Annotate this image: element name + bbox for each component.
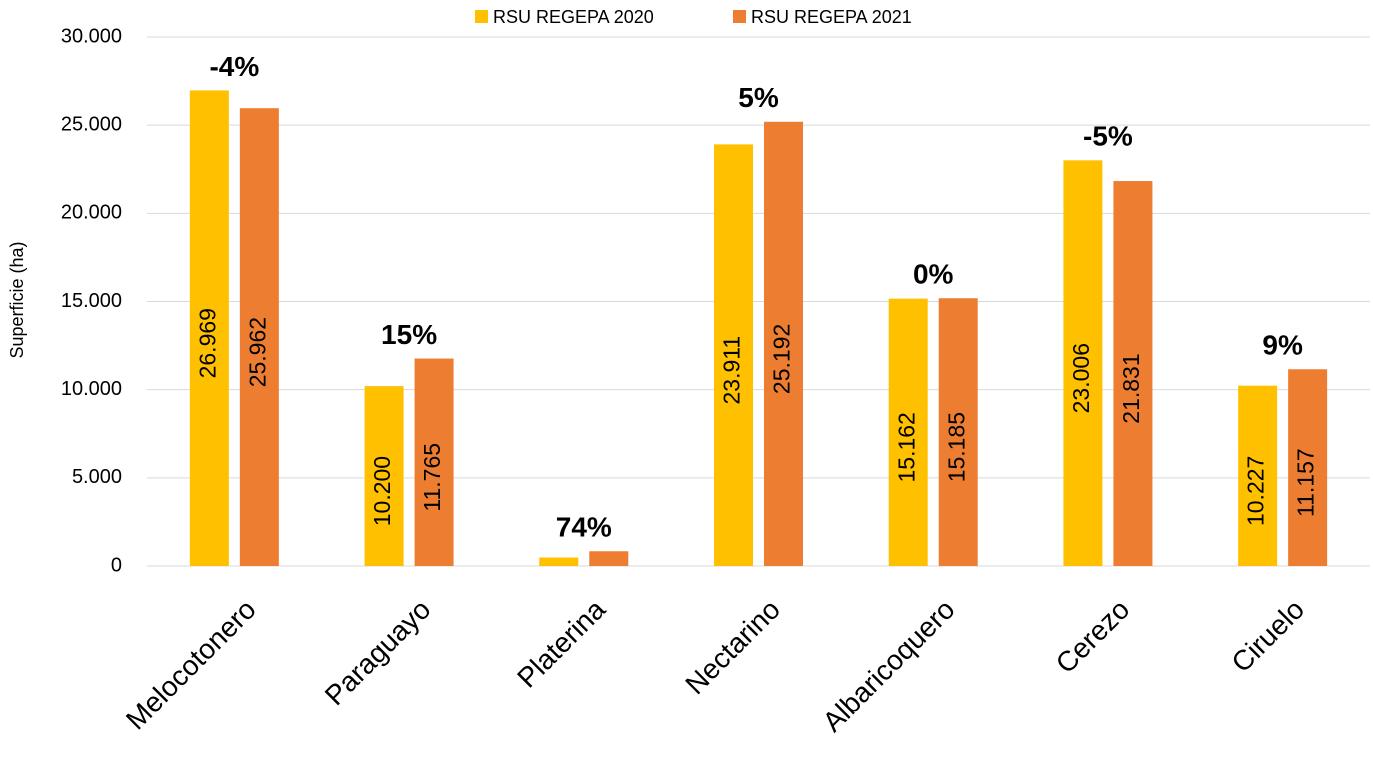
value-label: 26.969 [194, 308, 220, 378]
bar [888, 298, 928, 566]
bar [1113, 181, 1153, 567]
y-tick-label: 15.000 [61, 290, 122, 312]
y-tick-label: 20.000 [61, 202, 122, 224]
annotation: -4% [209, 51, 259, 82]
value-label: 11.157 [1293, 448, 1319, 517]
value-label: 15.185 [943, 412, 969, 482]
x-tick-label: Albaricoquero [817, 594, 961, 738]
annotation: 5% [738, 82, 779, 113]
bar [589, 551, 629, 566]
y-tick-label: 0 [111, 554, 122, 576]
bar [714, 144, 753, 566]
legend-label: RSU REGEPA 2021 [751, 7, 912, 27]
x-tick-label: Nectarino [679, 594, 786, 701]
annotation: 15% [381, 319, 437, 350]
annotation: 74% [556, 512, 612, 543]
x-tick-label: Platerina [511, 593, 611, 693]
bar [1238, 385, 1278, 566]
bar [239, 108, 279, 566]
value-label: 10.227 [1243, 456, 1269, 526]
x-tick-label: Paraguayo [319, 594, 437, 712]
x-tick-label: Ciruelo [1225, 594, 1310, 679]
bar [764, 121, 803, 566]
bar [938, 298, 978, 566]
value-label: 15.162 [893, 412, 919, 482]
value-label: 23.006 [1068, 343, 1094, 413]
x-tick-label: Cerezo [1050, 594, 1136, 680]
annotation: -5% [1083, 121, 1133, 152]
y-tick-label: 30.000 [61, 25, 122, 47]
legend-label: RSU REGEPA 2020 [493, 7, 654, 27]
value-label: 11.765 [419, 443, 445, 512]
value-label: 21.831 [1118, 353, 1144, 423]
value-label: 23.911 [719, 336, 745, 405]
bar [1063, 160, 1103, 567]
bar [189, 90, 229, 567]
annotation: 0% [913, 259, 954, 290]
y-tick-label: 5.000 [72, 466, 122, 488]
y-tick-label: 25.000 [61, 113, 122, 135]
annotation: 9% [1262, 330, 1303, 361]
value-label: 10.200 [369, 456, 395, 526]
value-label: 25.192 [769, 324, 795, 394]
bar [539, 557, 579, 566]
x-tick-label: Melocotonero [120, 594, 262, 736]
y-axis-label: Superficie (ha) [7, 241, 27, 358]
bar [364, 386, 404, 566]
value-label: 25.962 [244, 317, 270, 387]
bar [414, 358, 454, 566]
y-tick-label: 10.000 [61, 378, 122, 400]
bar [1288, 369, 1328, 566]
legend-swatch [733, 10, 746, 23]
legend-swatch [475, 10, 488, 23]
